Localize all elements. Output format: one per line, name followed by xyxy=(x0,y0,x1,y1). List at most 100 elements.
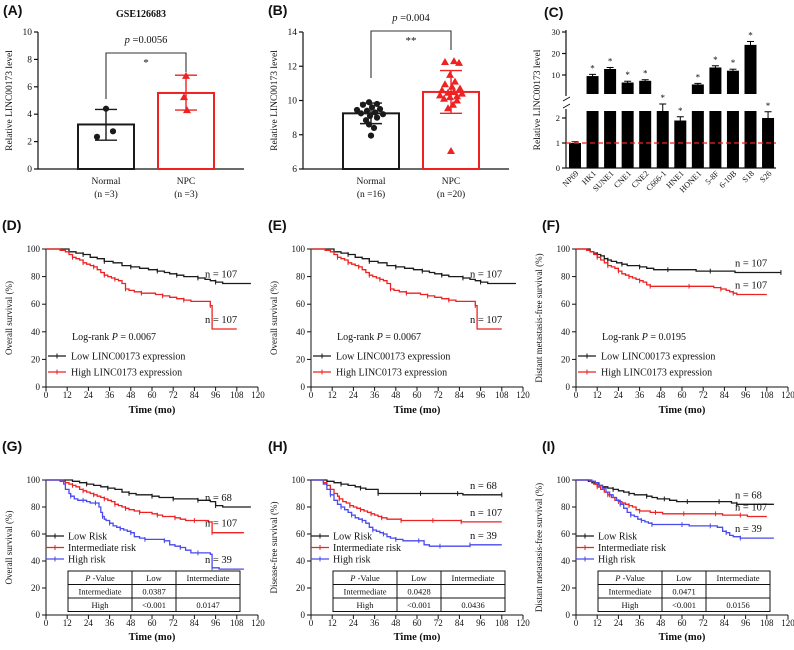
significance-bracket xyxy=(105,52,187,99)
y-tick-label: 0 xyxy=(36,610,41,620)
x-tick-label: 24 xyxy=(84,618,94,628)
n-label: n = 107 xyxy=(470,315,502,326)
panel-b-chart: 6 8 10 12 14 Relative LINC00173 level Normal (n… xyxy=(270,13,509,200)
legend-label: Intermediate risk xyxy=(598,543,666,554)
data-point xyxy=(450,87,458,95)
x-tick-label: 108 xyxy=(760,618,774,628)
significance-star: * xyxy=(643,69,648,79)
significance-stars: * xyxy=(143,57,149,69)
bar-upper xyxy=(709,67,722,94)
x-tick-label: 120 xyxy=(516,390,530,400)
y-axis-label: Relative LINC00173 level xyxy=(5,50,15,151)
y-axis-label: Overall survival (%) xyxy=(4,281,14,355)
data-point xyxy=(450,57,458,65)
table-header: Low xyxy=(146,573,162,583)
data-point xyxy=(373,100,381,108)
y-tick-label: 8 xyxy=(27,55,32,65)
x-tick-label: 48 xyxy=(391,390,401,400)
data-point xyxy=(357,110,365,117)
data-point xyxy=(109,128,117,135)
x-tick-label: 0 xyxy=(309,390,314,400)
panel-b: (B) 6 8 10 12 14 Relative LINC00173 level Norm… xyxy=(265,0,530,215)
y-tick-label: 20 xyxy=(561,583,571,593)
n-label: n = 107 xyxy=(205,315,237,326)
table-cell: Intermediate xyxy=(609,587,652,597)
x-tick-label: 60 xyxy=(413,390,423,400)
category-label: 6-10B xyxy=(718,169,739,190)
x-tick-label: 48 xyxy=(126,618,136,628)
x-axis-label: Time (mo) xyxy=(129,632,176,643)
significance-star: * xyxy=(766,101,771,111)
x-tick-label: 0 xyxy=(574,390,579,400)
panel-a-label: (A) xyxy=(3,2,23,18)
x-tick-label: 24 xyxy=(614,618,624,628)
n-label: n = 107 xyxy=(470,508,502,519)
km-curve xyxy=(46,248,251,285)
x-tick-label: 72 xyxy=(699,618,708,628)
x-tick-label: 48 xyxy=(656,618,666,628)
bar-upper xyxy=(586,76,599,94)
panel-a: (A) 0 2 4 6 8 10 GSE126683 Relative LINC00173 l… xyxy=(0,0,265,215)
y-tick-label: 60 xyxy=(296,299,306,309)
x-tick-label: 72 xyxy=(434,618,443,628)
y-tick-label: 14 xyxy=(288,28,298,38)
y-axis-label: Overall survival (%) xyxy=(4,511,14,585)
x-tick-label: 72 xyxy=(699,390,708,400)
x-tick-label: 24 xyxy=(349,390,359,400)
bar xyxy=(709,111,722,168)
y-axis-label: Distant metastasis-free survival (%) xyxy=(534,253,544,382)
y-tick-label: 40 xyxy=(561,556,571,566)
y-tick-label: 80 xyxy=(31,272,41,282)
data-point xyxy=(441,80,449,88)
data-point xyxy=(365,99,373,106)
x-tick-label: 108 xyxy=(495,390,509,400)
axes xyxy=(307,479,524,619)
panel-a-chart: 0 2 4 6 8 10 GSE126683 Relative LINC00173 level… xyxy=(5,9,244,200)
significance-star: * xyxy=(748,30,753,40)
table-cell: High xyxy=(92,600,110,610)
table-cell: <0.001 xyxy=(672,600,696,610)
y-tick-label: 80 xyxy=(296,272,306,282)
y-tick-label: 40 xyxy=(31,327,41,337)
data-point xyxy=(440,94,448,102)
axes xyxy=(572,479,789,619)
panel-c: (C) 10 20 30 0 1 2 Relative LINC00173 level NP6… xyxy=(530,0,794,215)
x-tick-label: 12 xyxy=(63,618,72,628)
y-tick-label: 100 xyxy=(27,475,41,485)
n-label: n = 107 xyxy=(735,281,767,292)
y-tick-label: 20 xyxy=(296,354,306,364)
panel-h: (H) 0 12 24 36 48 60 72 84 96 108 120 0 20 40 60 80 100 T… xyxy=(265,430,530,650)
y-tick-label: 40 xyxy=(296,327,306,337)
x-tick-label: 12 xyxy=(328,390,337,400)
y-tick-label: 0 xyxy=(566,610,571,620)
x-tick-label: 96 xyxy=(211,390,221,400)
y-tick-label: 6 xyxy=(27,83,32,93)
x-tick-label: 120 xyxy=(251,390,265,400)
x-tick-label: 108 xyxy=(230,618,244,628)
x-tick-label: 0 xyxy=(44,618,49,628)
x-tick-label: 24 xyxy=(84,390,94,400)
y-tick-label: 0 xyxy=(556,163,560,173)
bar-upper xyxy=(726,70,739,94)
x-tick-label: 84 xyxy=(455,618,465,628)
data-point xyxy=(376,105,384,113)
x-tick-label: 120 xyxy=(516,618,530,628)
category-label: Normal xyxy=(91,177,120,187)
pvalue-table xyxy=(67,570,241,612)
panel-e: (E) 0 12 24 36 48 60 72 84 96 108 120 0 20 40 60 80 100 T… xyxy=(265,215,530,430)
bar-upper xyxy=(639,80,652,94)
table-cell: High xyxy=(622,600,640,610)
x-tick-label: 0 xyxy=(44,390,49,400)
x-tick-label: 96 xyxy=(741,618,751,628)
n-label: n = 107 xyxy=(735,502,767,513)
x-tick-label: 60 xyxy=(413,618,423,628)
significance-star: * xyxy=(696,72,701,82)
km-curve xyxy=(311,479,502,547)
data-point xyxy=(180,93,188,101)
table-cell: <0.001 xyxy=(142,600,166,610)
y-tick-label: 20 xyxy=(552,49,561,59)
panel-h-chart: 0 12 24 36 48 60 72 84 96 108 120 0 20 40 60 80 100 Time … xyxy=(269,475,530,643)
significance-bracket xyxy=(370,30,452,78)
legend-label: Low Risk xyxy=(333,532,372,543)
